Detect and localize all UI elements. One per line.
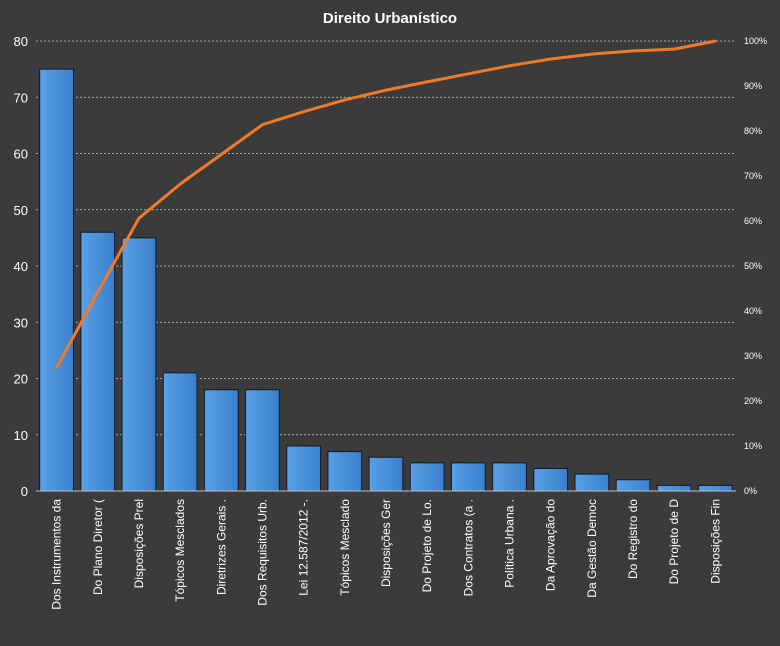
bar — [492, 462, 527, 492]
x-tick-label: Do Registro do — [626, 499, 640, 579]
x-tick-label: Tópicos Mesclados — [173, 499, 187, 602]
x-tick-label: Do Projeto de D — [667, 499, 681, 585]
bar — [80, 231, 116, 492]
bar — [162, 372, 198, 492]
x-tick-label: Do Projeto de Lo. — [420, 499, 434, 592]
line-point — [467, 72, 470, 76]
x-tick-label: Lei 12.587/2012 -. — [297, 499, 311, 596]
y2-tick-label: 60% — [744, 216, 762, 226]
bar — [121, 237, 157, 492]
axes: 0 10 20 30 40 50 60 70 80 0% 10% 20% 30% 40% 50% 60% 70%… — [14, 34, 768, 610]
bar — [368, 456, 404, 492]
line-point — [384, 88, 388, 92]
bar — [615, 479, 651, 492]
line-point — [590, 52, 594, 56]
bar — [574, 473, 610, 492]
x-tick-label: Diretrizes Gerais . — [214, 499, 228, 595]
x-tick-label: Dos Requisitos Urb. — [255, 499, 269, 606]
y2-tick-label: 10% — [744, 441, 762, 451]
bar — [698, 484, 733, 492]
line-point — [508, 64, 511, 67]
x-tick-label: Tópicos Mesclado — [338, 499, 352, 596]
x-tick-label: Da Gestão Democ — [585, 499, 599, 598]
x-tick-label: Dos Contratos (a . — [461, 499, 475, 596]
y-tick-label: 60 — [14, 147, 28, 162]
y-tick-label: 10 — [14, 428, 28, 443]
bar — [450, 462, 486, 492]
line-point — [261, 123, 264, 126]
x-tick-label: Disposições Prel — [132, 499, 146, 588]
y2-tick-label: 30% — [744, 351, 762, 361]
y-tick-label: 20 — [14, 372, 28, 387]
line-point — [302, 110, 305, 113]
bar — [245, 389, 280, 492]
y-tick-label: 50 — [14, 203, 28, 218]
x-tick-label: Disposições Ger — [379, 499, 393, 587]
bar — [327, 451, 363, 492]
y2-tick-label: 80% — [744, 126, 762, 136]
line-point — [220, 153, 223, 156]
y2-tick-label: 90% — [744, 81, 762, 91]
y2-tick-label: 100% — [744, 36, 767, 46]
x-tick-label: Dos Instrumentos da — [50, 499, 64, 610]
chart-title: Direito Urbanístico — [323, 10, 457, 27]
y-tick-label: 0 — [21, 484, 28, 499]
x-tick-label: Do Plano Diretor ( — [91, 499, 105, 595]
y-tick-label: 80 — [14, 34, 28, 49]
x-tick-label: Política Urbana . — [503, 499, 517, 588]
line-point — [549, 57, 552, 61]
bar — [533, 468, 569, 492]
y2-tick-label: 40% — [744, 306, 762, 316]
y-tick-label: 30 — [14, 315, 28, 330]
line-point — [178, 182, 182, 186]
bar — [656, 484, 692, 492]
y2-tick-label: 70% — [744, 171, 762, 181]
y2-tick-label: 50% — [744, 261, 762, 271]
y2-tick-label: 20% — [744, 396, 762, 406]
line-point — [55, 366, 58, 369]
cumulative-line — [55, 39, 717, 369]
bar — [409, 462, 445, 492]
x-tick-label: Disposições Fin — [708, 499, 722, 584]
line-point — [343, 98, 347, 102]
line-point — [714, 39, 717, 43]
bar — [203, 389, 239, 492]
y2-tick-label: 0% — [744, 486, 757, 496]
x-tick-label: Da Aprovação do — [544, 499, 558, 591]
line-point — [137, 217, 141, 220]
y-tick-label: 40 — [14, 259, 28, 274]
y-tick-label: 70 — [14, 90, 28, 105]
line-point — [425, 80, 429, 84]
line-point — [631, 49, 635, 53]
line-point — [673, 47, 676, 51]
bar — [286, 445, 322, 492]
line-point — [96, 290, 99, 294]
bar — [39, 68, 74, 492]
